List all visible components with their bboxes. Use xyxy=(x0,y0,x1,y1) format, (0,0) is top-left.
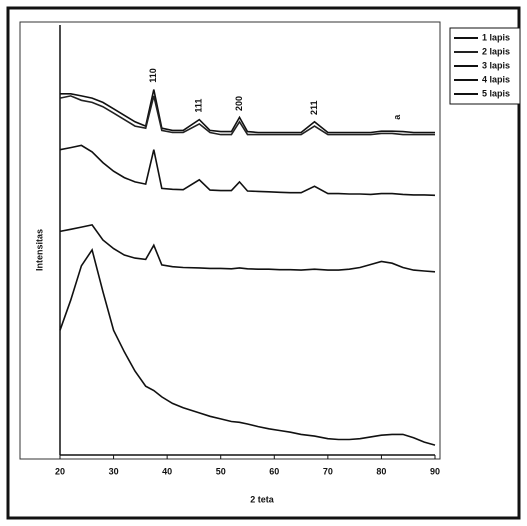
x-tick-label: 80 xyxy=(376,466,386,476)
x-axis-label: 2 teta xyxy=(250,494,275,504)
x-tick-label: 70 xyxy=(323,466,333,476)
x-tick-label: 50 xyxy=(216,466,226,476)
series-line xyxy=(60,89,435,134)
legend-label: 4 lapis xyxy=(482,74,510,84)
legend-label: 3 lapis xyxy=(482,60,510,70)
plot-frame xyxy=(19,21,441,460)
annotation: 211 xyxy=(309,100,319,115)
legend-label: 2 lapis xyxy=(482,46,510,56)
x-tick-label: 20 xyxy=(55,466,65,476)
frame xyxy=(6,6,521,520)
series-line xyxy=(59,144,436,197)
annotation: a xyxy=(392,114,402,120)
x-tick-label: 30 xyxy=(109,466,119,476)
x-tick-label: 40 xyxy=(162,466,172,476)
series-line xyxy=(59,224,436,273)
annotation: 110 xyxy=(148,68,158,83)
legend-label: 1 lapis xyxy=(482,32,510,42)
x-tick-label: 90 xyxy=(430,466,440,476)
y-axis-label: Intensitas xyxy=(34,229,44,271)
annotation: 200 xyxy=(234,96,244,111)
annotation: 111 xyxy=(194,99,204,113)
series-line xyxy=(59,95,435,136)
legend-label: 5 lapis xyxy=(482,88,510,98)
x-tick-label: 60 xyxy=(269,466,279,476)
legend-box xyxy=(449,27,521,105)
series-line xyxy=(59,247,436,446)
